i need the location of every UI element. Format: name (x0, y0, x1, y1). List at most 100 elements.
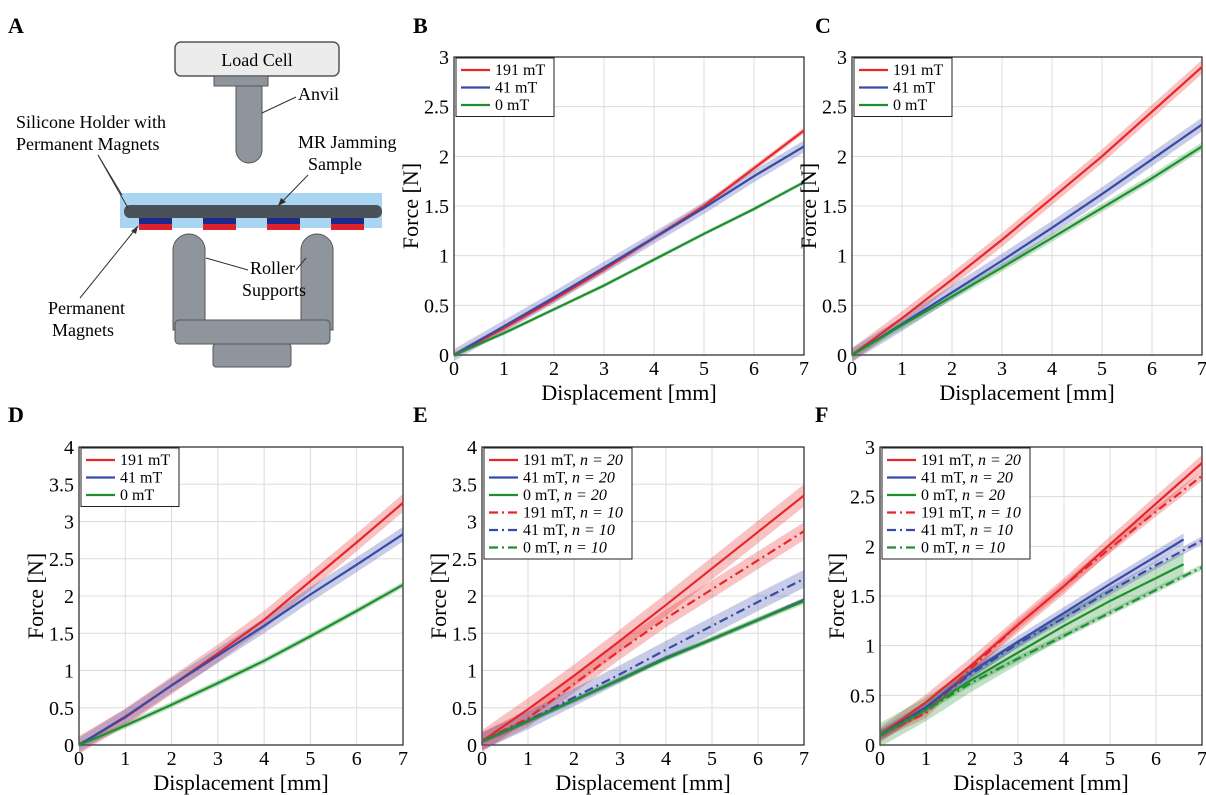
y-tick-label: 3 (837, 47, 847, 69)
x-tick-label: 7 (1197, 358, 1206, 380)
x-tick-label: 0 (847, 358, 857, 380)
y-tick-label: 2 (467, 586, 477, 608)
x-tick-label: 0 (74, 748, 84, 770)
legend-label: 41 mT, n = 20 (523, 470, 615, 487)
y-axis-label: Force [N] (824, 553, 849, 639)
y-tick-label: 3.5 (49, 474, 74, 496)
x-tick-label: 4 (1047, 358, 1057, 380)
roller-support-right (300, 233, 334, 331)
legend-label: 191 mT, n = 20 (523, 452, 623, 469)
x-tick-label: 1 (897, 358, 907, 380)
y-axis-label: Force [N] (398, 163, 423, 249)
legend-label: 41 mT (893, 80, 935, 97)
legend-box (483, 447, 633, 560)
x-tick-label: 6 (749, 358, 759, 380)
roller-pointer-right (295, 257, 307, 271)
magnets-arrowhead (131, 226, 138, 234)
x-tick-label: 7 (398, 748, 408, 770)
y-tick-label: 2 (64, 586, 74, 608)
y-tick-label: 1 (439, 246, 449, 268)
y-tick-label: 0 (837, 345, 847, 367)
y-tick-label: 0.5 (452, 698, 477, 720)
x-tick-label: 1 (499, 358, 509, 380)
roller-pointer-left (205, 257, 249, 271)
series-line (879, 539, 1203, 737)
x-tick-label: 2 (549, 358, 559, 380)
x-axis-label: Displacement [mm] (555, 770, 730, 795)
magnets-label-line2: Magnets (52, 320, 114, 340)
y-tick-label: 4 (64, 437, 74, 459)
y-tick-label: 1.5 (822, 196, 847, 218)
x-tick-label: 0 (477, 748, 487, 770)
series-band (79, 581, 403, 748)
plot-frame (78, 446, 404, 746)
x-tick-label: 0 (449, 358, 459, 380)
plot-frame (851, 56, 1203, 356)
series-line (481, 599, 805, 743)
legend-label: 41 mT, n = 20 (921, 470, 1013, 487)
legend-label: 0 mT, n = 10 (523, 540, 607, 557)
x-tick-label: 4 (661, 748, 671, 770)
legend-label: 191 mT (893, 62, 943, 79)
plot-frame (879, 446, 1203, 746)
y-tick-label: 2.5 (424, 97, 449, 119)
legend-label: 191 mT (120, 452, 170, 469)
series-band (852, 142, 1202, 359)
y-tick-label: 3 (467, 512, 477, 534)
y-tick-label: 0 (467, 735, 477, 757)
x-tick-label: 5 (707, 748, 717, 770)
series-line (879, 462, 1203, 736)
y-tick-label: 1 (467, 661, 477, 683)
series-band (880, 454, 1202, 744)
panel-label: C (815, 13, 831, 38)
y-tick-label: 0.5 (850, 685, 875, 707)
holder-pointer-2 (97, 154, 123, 196)
anvil-pointer (261, 96, 297, 114)
legend-label: 191 mT, n = 20 (921, 452, 1021, 469)
y-tick-label: 2 (439, 146, 449, 168)
legend-label: 41 mT, n = 10 (921, 522, 1013, 539)
legend-label: 41 mT (495, 80, 537, 97)
panel-label: E (413, 402, 428, 427)
x-tick-label: 2 (947, 358, 957, 380)
x-tick-label: 3 (1013, 748, 1023, 770)
x-axis-label: Displacement [mm] (939, 380, 1114, 405)
x-tick-label: 4 (259, 748, 269, 770)
y-tick-label: 2.5 (850, 487, 875, 509)
x-axis-label: Displacement [mm] (953, 770, 1128, 795)
plot-frame (481, 446, 805, 746)
support-stand (212, 343, 292, 368)
y-tick-label: 3 (865, 437, 875, 459)
series-line (851, 66, 1203, 356)
x-tick-label: 6 (1147, 358, 1157, 380)
x-tick-label: 5 (1097, 358, 1107, 380)
series-band (482, 522, 804, 751)
y-tick-label: 2 (837, 146, 847, 168)
y-tick-label: 1.5 (452, 623, 477, 645)
anvil-label: Anvil (298, 84, 339, 104)
x-tick-label: 1 (120, 748, 130, 770)
sample-label-line1: MR Jamming (298, 132, 397, 152)
panel-label: F (815, 402, 828, 427)
series-band (852, 59, 1202, 362)
legend-label: 41 mT (120, 470, 162, 487)
legend-label: 0 mT, n = 10 (921, 540, 1005, 557)
roller-support-left (172, 233, 206, 331)
x-tick-label: 2 (967, 748, 977, 770)
x-tick-label: 3 (997, 358, 1007, 380)
x-tick-label: 7 (799, 748, 809, 770)
x-tick-label: 2 (569, 748, 579, 770)
holder-label-line1: Silicone Holder with (16, 112, 166, 132)
series-line (78, 583, 404, 747)
legend-label: 0 mT, n = 20 (921, 487, 1005, 504)
x-tick-label: 7 (799, 358, 809, 380)
x-axis-label: Displacement [mm] (541, 380, 716, 405)
y-tick-label: 1.5 (850, 586, 875, 608)
y-axis-label: Force [N] (796, 163, 821, 249)
